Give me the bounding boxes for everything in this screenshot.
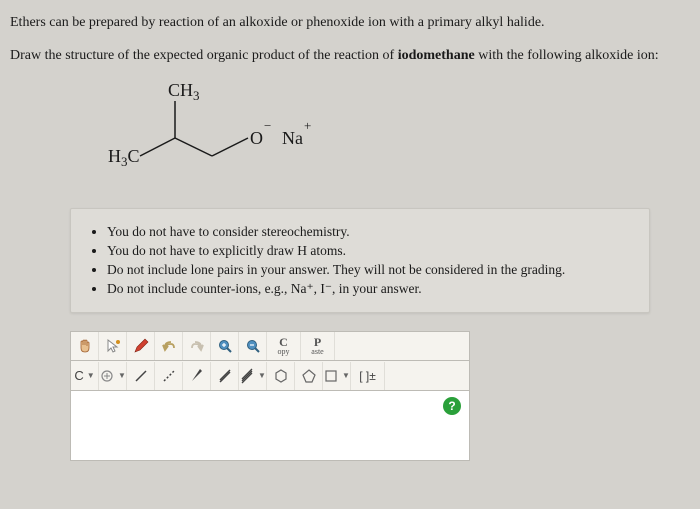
alkoxide-structure: CH3 H3C O Na − + [10, 78, 690, 188]
help-button[interactable]: ? [443, 397, 461, 415]
triple-bond-button[interactable]: ▼ [239, 362, 267, 390]
dropdown-icon: ▼ [342, 371, 350, 380]
hint-item: Do not include counter-ions, e.g., Na⁺, … [107, 281, 631, 297]
charge-button[interactable]: [ ]± [351, 362, 385, 390]
svg-text:CH3: CH3 [168, 80, 200, 103]
drawing-toolbar: C opy P aste C▼ ▼ ▼ [70, 331, 470, 461]
intro-line-2: Draw the structure of the expected organ… [10, 45, 690, 66]
zoom-out-button[interactable] [239, 332, 267, 360]
dropdown-icon: ▼ [258, 371, 266, 380]
undo-button[interactable] [155, 332, 183, 360]
drawing-canvas[interactable]: ? [70, 391, 470, 461]
hint-item: You do not have to explicitly draw H ato… [107, 243, 631, 259]
hints-box: You do not have to consider stereochemis… [70, 208, 650, 313]
svg-text:H3C: H3C [108, 146, 140, 169]
add-atom-button[interactable]: ▼ [99, 362, 127, 390]
pentagon-tool-button[interactable] [295, 362, 323, 390]
dashed-bond-button[interactable] [155, 362, 183, 390]
hexagon-tool-button[interactable] [267, 362, 295, 390]
intro-line-1: Ethers can be prepared by reaction of an… [10, 12, 690, 33]
single-bond-button[interactable] [127, 362, 155, 390]
svg-text:+: + [304, 118, 311, 133]
paste-button[interactable]: P aste [301, 332, 335, 360]
wedge-bond-button[interactable] [183, 362, 211, 390]
hint-item: You do not have to consider stereochemis… [107, 224, 631, 240]
redo-button[interactable] [183, 332, 211, 360]
dropdown-icon: ▼ [118, 371, 126, 380]
svg-text:−: − [264, 118, 271, 133]
svg-text:Na: Na [282, 128, 303, 148]
intro-text: Ethers can be prepared by reaction of an… [10, 12, 690, 66]
element-c-button[interactable]: C▼ [71, 362, 99, 390]
dropdown-icon: ▼ [87, 371, 95, 380]
hint-item: Do not include lone pairs in your answer… [107, 262, 631, 278]
select-tool-button[interactable] [99, 332, 127, 360]
zoom-in-button[interactable] [211, 332, 239, 360]
double-bond-button[interactable] [211, 362, 239, 390]
copy-button[interactable]: C opy [267, 332, 301, 360]
pencil-tool-button[interactable] [127, 332, 155, 360]
square-tool-button[interactable]: ▼ [323, 362, 351, 390]
svg-text:O: O [250, 128, 263, 148]
hand-tool-button[interactable] [71, 332, 99, 360]
